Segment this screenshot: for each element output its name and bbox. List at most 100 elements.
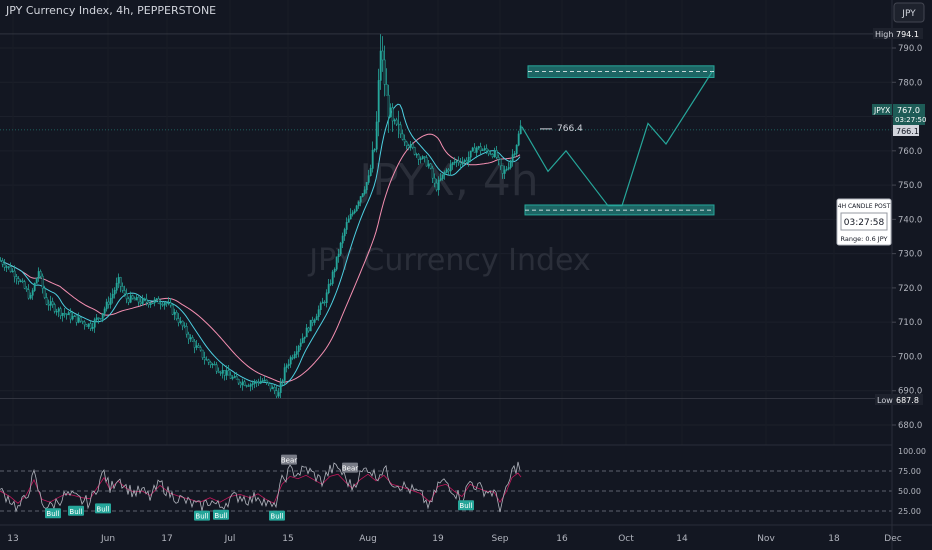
candle[interactable] — [81, 320, 84, 323]
candle[interactable] — [339, 242, 342, 255]
candle[interactable] — [435, 182, 438, 191]
candle[interactable] — [303, 336, 306, 339]
candle[interactable] — [227, 370, 230, 376]
candle[interactable] — [115, 282, 118, 291]
candle[interactable] — [309, 319, 312, 332]
candle[interactable] — [409, 144, 412, 148]
candle[interactable] — [217, 370, 220, 373]
candle[interactable] — [111, 293, 114, 299]
candle[interactable] — [439, 178, 442, 181]
candle[interactable] — [137, 296, 140, 303]
candle[interactable] — [405, 141, 408, 146]
candle[interactable] — [69, 312, 72, 320]
candle[interactable] — [219, 372, 222, 374]
candle[interactable] — [501, 165, 504, 174]
bull-label-box[interactable] — [194, 510, 210, 521]
candle[interactable] — [485, 148, 488, 152]
candle[interactable] — [345, 222, 348, 230]
candle[interactable] — [407, 145, 410, 148]
candle[interactable] — [189, 337, 192, 340]
candle[interactable] — [461, 161, 464, 165]
candle[interactable] — [101, 313, 104, 319]
candle[interactable] — [381, 50, 384, 61]
candle[interactable] — [25, 287, 28, 290]
candle[interactable] — [323, 301, 326, 304]
candle[interactable] — [237, 379, 240, 384]
candle[interactable] — [253, 381, 256, 384]
candle[interactable] — [209, 361, 212, 366]
candle[interactable] — [475, 147, 478, 153]
candle[interactable] — [389, 107, 392, 118]
candle[interactable] — [473, 147, 476, 153]
candle[interactable] — [489, 153, 492, 155]
candle[interactable] — [87, 323, 90, 327]
candle[interactable] — [295, 351, 298, 355]
candle[interactable] — [283, 367, 286, 381]
candle[interactable] — [519, 125, 522, 135]
candle[interactable] — [79, 317, 82, 322]
bear-label-box[interactable] — [342, 462, 358, 473]
candle[interactable] — [483, 148, 486, 151]
candle[interactable] — [417, 154, 420, 160]
candle[interactable] — [245, 385, 248, 387]
candle[interactable] — [197, 345, 200, 348]
candle[interactable] — [53, 304, 56, 312]
candle[interactable] — [351, 212, 354, 215]
candle[interactable] — [347, 218, 350, 223]
candle[interactable] — [433, 177, 436, 184]
candle[interactable] — [157, 298, 160, 304]
candle[interactable] — [269, 383, 272, 390]
candle[interactable] — [421, 156, 424, 160]
candle[interactable] — [105, 301, 108, 310]
candle[interactable] — [437, 179, 440, 191]
candle[interactable] — [305, 327, 308, 338]
candle[interactable] — [191, 337, 194, 342]
candle[interactable] — [211, 363, 214, 366]
bull-label-box[interactable] — [458, 500, 474, 511]
candle[interactable] — [73, 315, 76, 317]
candle[interactable] — [471, 147, 474, 152]
candle[interactable] — [513, 153, 516, 155]
candle[interactable] — [333, 268, 336, 273]
candle[interactable] — [249, 384, 252, 387]
candle[interactable] — [165, 302, 168, 304]
candle[interactable] — [83, 321, 86, 326]
candle[interactable] — [91, 327, 94, 329]
rsi-signal-labels[interactable]: Bull Bull Bull Bull Bull Bull Bear Bear Bull — [45, 454, 474, 521]
candle[interactable] — [121, 286, 124, 291]
candle[interactable] — [203, 357, 206, 360]
candle[interactable] — [193, 340, 196, 348]
candle[interactable] — [185, 325, 188, 335]
candle[interactable] — [93, 319, 96, 328]
candle[interactable] — [39, 271, 42, 277]
candle[interactable] — [151, 302, 154, 304]
candle[interactable] — [225, 370, 228, 376]
bull-label-box[interactable] — [45, 508, 61, 519]
candle[interactable] — [19, 280, 22, 282]
candle[interactable] — [11, 270, 14, 273]
candle[interactable] — [51, 301, 54, 305]
candle[interactable] — [235, 376, 238, 380]
candle[interactable] — [447, 169, 450, 172]
candle[interactable] — [41, 275, 44, 289]
candle[interactable] — [495, 150, 498, 158]
candle[interactable] — [159, 303, 162, 305]
candle[interactable] — [445, 169, 448, 173]
candle[interactable] — [341, 235, 344, 244]
candle[interactable] — [287, 363, 290, 366]
candle[interactable] — [55, 311, 58, 313]
candle[interactable] — [367, 175, 370, 183]
candle[interactable] — [187, 333, 190, 340]
candle[interactable] — [275, 390, 278, 397]
candle[interactable] — [307, 327, 310, 332]
candle[interactable] — [493, 150, 496, 158]
candle[interactable] — [497, 157, 500, 160]
candle[interactable] — [419, 158, 422, 160]
candle[interactable] — [239, 382, 242, 386]
candle[interactable] — [459, 162, 462, 165]
candle[interactable] — [35, 277, 38, 284]
candle[interactable] — [139, 301, 142, 304]
candle[interactable] — [293, 354, 296, 359]
candle[interactable] — [143, 298, 146, 300]
candle[interactable] — [71, 315, 74, 320]
